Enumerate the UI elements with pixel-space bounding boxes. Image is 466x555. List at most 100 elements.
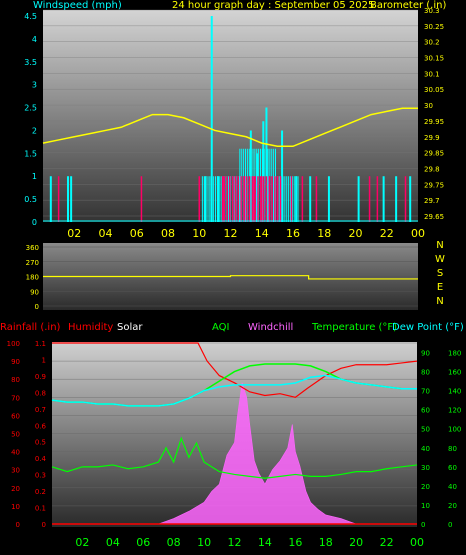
barometer-tick-label: 29.7 (424, 197, 440, 205)
wind-x-tick-label: 14 (255, 227, 269, 240)
aqi-tick-label: 60 (448, 464, 457, 472)
wind-x-tick-label: 06 (130, 227, 144, 240)
humidity-tick-label: 0 (16, 521, 20, 529)
direction-tick-label: 360 (26, 244, 39, 252)
rain-tick-label: 0.5 (35, 439, 46, 447)
humidity-tick-label: 60 (11, 412, 20, 420)
temperature-tick-label: 0 (421, 521, 425, 529)
temperature-series (51, 342, 418, 525)
humidity-tick-label: 10 (11, 503, 20, 511)
wind-x-tick-label: 02 (67, 227, 81, 240)
aqi-tick-label: 40 (448, 483, 457, 491)
wind-tick-label: 1 (32, 172, 37, 181)
wind-tick-label: 4.5 (24, 12, 37, 21)
wind-x-tick-label: 00 (411, 227, 425, 240)
wind-x-tick-label: 04 (99, 227, 113, 240)
temperature-tick-label: 30 (421, 464, 430, 472)
temperature-tick-label: 60 (421, 407, 430, 415)
compass-label: S (437, 268, 443, 279)
barometer-tick-label: 30.05 (424, 86, 444, 94)
chart-title: 24 hour graph day : September 05 2025 (172, 0, 374, 11)
wind-tick-label: 0.5 (24, 195, 37, 204)
legend-label: Rainfall (.in) (0, 322, 61, 333)
rain-tick-label: 0.8 (35, 389, 46, 397)
temperature-x-tick-label: 18 (319, 536, 333, 549)
windspeed-axis-label: Windspeed (mph) (33, 0, 122, 11)
temperature-tick-label: 80 (421, 369, 430, 377)
temperature-x-tick-label: 02 (75, 536, 89, 549)
wind-tick-label: 2 (32, 126, 37, 135)
wind-tick-label: 3 (32, 81, 37, 90)
humidity-tick-label: 30 (11, 467, 20, 475)
legend-label: Humidity (68, 322, 113, 333)
rain-tick-label: 0.2 (35, 488, 46, 496)
compass-label: N (436, 296, 443, 307)
temperature-x-tick-label: 16 (288, 536, 302, 549)
barometer-tick-label: 30.15 (424, 55, 444, 63)
wind-tick-label: 3.5 (24, 58, 37, 67)
barometer-tick-label: 29.65 (424, 213, 444, 221)
rain-tick-label: 1.1 (35, 340, 46, 348)
dewpoint-line (51, 374, 417, 407)
humidity-tick-label: 20 (11, 485, 20, 493)
aqi-tick-label: 160 (448, 369, 461, 377)
legend-label: Windchill (248, 322, 293, 333)
temperature-axes: 010203040506070809010000.10.20.30.40.50.… (7, 340, 462, 549)
wind-tick-label: 1.5 (24, 149, 37, 158)
compass-label: W (435, 254, 445, 265)
wind-x-tick-label: 18 (317, 227, 331, 240)
temperature-x-tick-label: 00 (410, 536, 424, 549)
barometer-tick-label: 29.9 (424, 134, 440, 142)
barometer-tick-label: 30.3 (424, 7, 440, 15)
humidity-tick-label: 100 (7, 340, 20, 348)
aqi-line (51, 436, 418, 479)
rain-tick-label: 0.1 (35, 505, 46, 513)
temperature-x-tick-label: 04 (106, 536, 120, 549)
aqi-tick-label: 180 (448, 350, 461, 358)
temperature-tick-label: 40 (421, 445, 430, 453)
aqi-tick-label: 100 (448, 426, 461, 434)
humidity-tick-label: 80 (11, 376, 20, 384)
temperature-x-tick-label: 12 (228, 536, 242, 549)
humidity-tick-label: 50 (11, 431, 20, 439)
aqi-tick-label: 80 (448, 445, 457, 453)
temperature-x-tick-label: 06 (136, 536, 150, 549)
direction-tick-label: 180 (26, 274, 39, 282)
direction-series (43, 275, 418, 280)
temperature-tick-label: 90 (421, 350, 430, 358)
humidity-line (52, 342, 418, 398)
barometer-axis-label: Barometer (.in) (370, 0, 446, 11)
rain-tick-label: 0 (42, 521, 46, 529)
temperature-tick-label: 50 (421, 426, 430, 434)
barometer-tick-label: 30.25 (424, 23, 444, 31)
solar-area (52, 382, 417, 525)
aqi-tick-label: 120 (448, 407, 461, 415)
temperature-legend: Rainfall (.in) Humidity Solar AQI Windchill T… (0, 322, 464, 333)
direction-tick-label: 0 (35, 303, 39, 311)
aqi-tick-label: 140 (448, 388, 461, 396)
temperature-tick-label: 10 (421, 502, 430, 510)
compass-label: E (437, 282, 443, 293)
rain-tick-label: 0.3 (35, 472, 46, 480)
barometer-tick-label: 29.95 (424, 118, 444, 126)
wind-x-tick-label: 16 (286, 227, 300, 240)
direction-tick-label: 270 (26, 259, 39, 267)
aqi-tick-label: 20 (448, 502, 457, 510)
direction-line (43, 275, 418, 280)
temperature-x-tick-label: 14 (258, 536, 272, 549)
wind-tick-label: 2.5 (24, 104, 37, 113)
wind-axes: 0 0.5 1 1.5 2 2.5 3 3.5 4 4.5 29.65 29.7 29.75 29.8 29… (24, 7, 444, 240)
wind-tick-label: 4 (32, 35, 37, 44)
temperature-x-tick-label: 20 (349, 536, 363, 549)
temperature-x-tick-label: 10 (197, 536, 211, 549)
wind-x-tick-label: 22 (380, 227, 394, 240)
humidity-tick-label: 90 (11, 358, 20, 366)
humidity-tick-label: 70 (11, 394, 20, 402)
legend-label: Dew Point (°F) (392, 322, 464, 333)
aqi-tick-label: 0 (448, 521, 452, 529)
legend-label: AQI (212, 322, 230, 333)
barometer-tick-label: 29.75 (424, 181, 444, 189)
rain-tick-label: 0.4 (35, 455, 47, 463)
temperature-tick-label: 70 (421, 388, 430, 396)
